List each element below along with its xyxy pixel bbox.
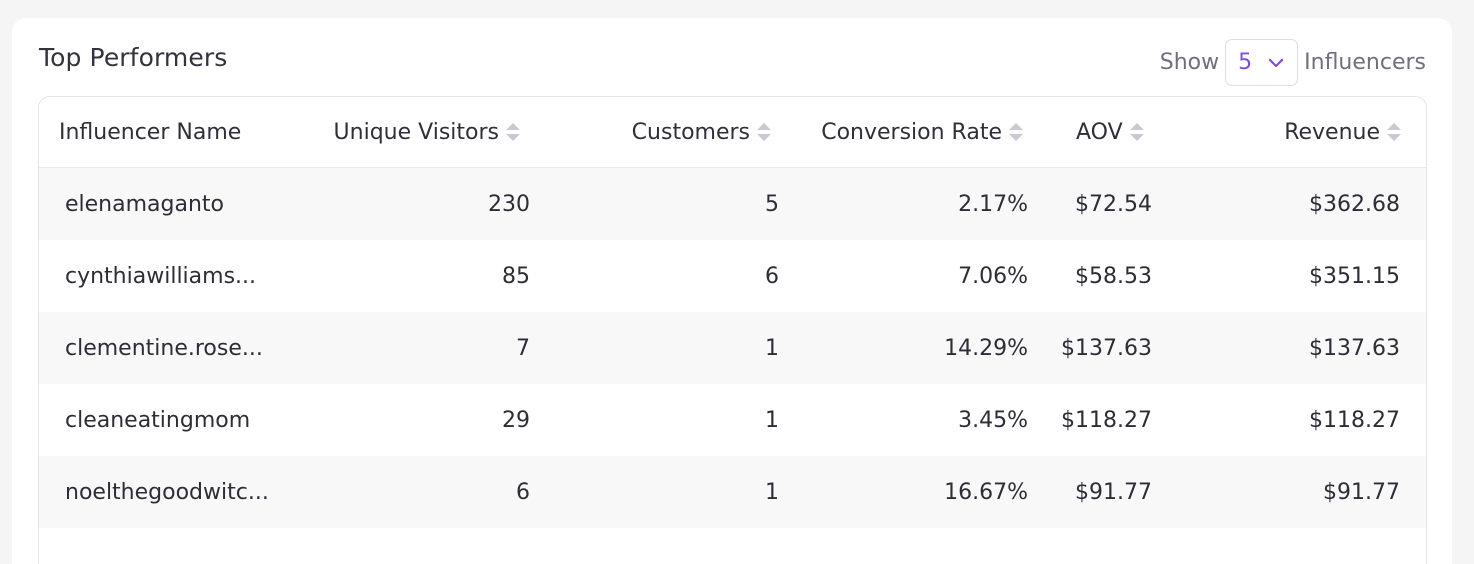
card-title: Top Performers (39, 43, 228, 72)
cell-unique-visitors: 230 (488, 191, 530, 217)
header-revenue-label: Revenue (1284, 119, 1380, 145)
top-performers-card: Top Performers Show 5 Influencers Influe… (12, 18, 1452, 564)
header-conversion-rate-label: Conversion Rate (821, 119, 1002, 145)
cell-unique-visitors: 6 (516, 479, 530, 505)
header-influencer-name: Influencer Name (59, 97, 241, 167)
header-customers-label: Customers (631, 119, 750, 145)
sort-icon[interactable] (1386, 121, 1402, 143)
cell-revenue: $91.77 (1323, 479, 1400, 505)
cell-revenue: $118.27 (1309, 407, 1400, 433)
cell-conversion-rate: 3.45% (958, 407, 1028, 433)
cell-influencer-name: cleaneatingmom (65, 407, 251, 433)
table-row[interactable]: cleaneatingmom 29 1 3.45% $118.27 $118.2… (39, 384, 1426, 456)
header-unique-visitors[interactable]: Unique Visitors (334, 97, 521, 167)
table-row[interactable]: clementine.rose... 7 1 14.29% $137.63 $1… (39, 312, 1426, 384)
cell-conversion-rate: 14.29% (944, 335, 1028, 361)
influencer-count-value: 5 (1238, 50, 1253, 75)
cell-revenue: $137.63 (1309, 335, 1400, 361)
top-performers-table: Influencer Name Unique Visitors Customer… (38, 96, 1427, 564)
cell-aov: $72.54 (1075, 191, 1152, 217)
header-aov[interactable]: AOV (1076, 97, 1145, 167)
sort-icon[interactable] (1129, 121, 1145, 143)
cell-customers: 1 (765, 407, 779, 433)
cell-customers: 1 (765, 479, 779, 505)
cell-revenue: $362.68 (1309, 191, 1400, 217)
table-row[interactable]: noelthegoodwitc... 6 1 16.67% $91.77 $91… (39, 456, 1426, 528)
table-row[interactable]: elenamaganto 230 5 2.17% $72.54 $362.68 (39, 168, 1426, 240)
cell-influencer-name: cynthiawilliams... (65, 263, 257, 289)
cell-conversion-rate: 7.06% (958, 263, 1028, 289)
cell-conversion-rate: 16.67% (944, 479, 1028, 505)
sort-icon[interactable] (756, 121, 772, 143)
cell-influencer-name: elenamaganto (65, 191, 224, 217)
header-conversion-rate[interactable]: Conversion Rate (821, 97, 1024, 167)
show-count-control: Show 5 Influencers (1160, 39, 1426, 86)
sort-icon[interactable] (505, 121, 521, 143)
table-header-row: Influencer Name Unique Visitors Customer… (39, 97, 1426, 168)
cell-influencer-name: clementine.rose... (65, 335, 263, 361)
cell-unique-visitors: 85 (502, 263, 530, 289)
header-revenue[interactable]: Revenue (1284, 97, 1402, 167)
cell-customers: 1 (765, 335, 779, 361)
cell-aov: $91.77 (1075, 479, 1152, 505)
cell-aov: $137.63 (1061, 335, 1152, 361)
influencer-count-select[interactable]: 5 (1225, 39, 1299, 86)
header-unique-visitors-label: Unique Visitors (333, 119, 499, 145)
cell-unique-visitors: 29 (502, 407, 530, 433)
show-suffix-label: Influencers (1304, 50, 1426, 75)
cell-conversion-rate: 2.17% (958, 191, 1028, 217)
cell-aov: $58.53 (1075, 263, 1152, 289)
header-customers[interactable]: Customers (632, 97, 772, 167)
table-row[interactable]: cynthiawilliams... 85 6 7.06% $58.53 $35… (39, 240, 1426, 312)
header-influencer-name-label: Influencer Name (59, 119, 242, 145)
show-prefix-label: Show (1159, 50, 1220, 75)
cell-unique-visitors: 7 (516, 335, 530, 361)
sort-icon[interactable] (1008, 121, 1024, 143)
cell-aov: $118.27 (1061, 407, 1152, 433)
header-aov-label: AOV (1076, 119, 1123, 145)
cell-influencer-name: noelthegoodwitc... (65, 479, 269, 505)
cell-customers: 6 (765, 263, 779, 289)
cell-revenue: $351.15 (1309, 263, 1400, 289)
cell-customers: 5 (765, 191, 779, 217)
chevron-down-icon (1269, 58, 1284, 67)
